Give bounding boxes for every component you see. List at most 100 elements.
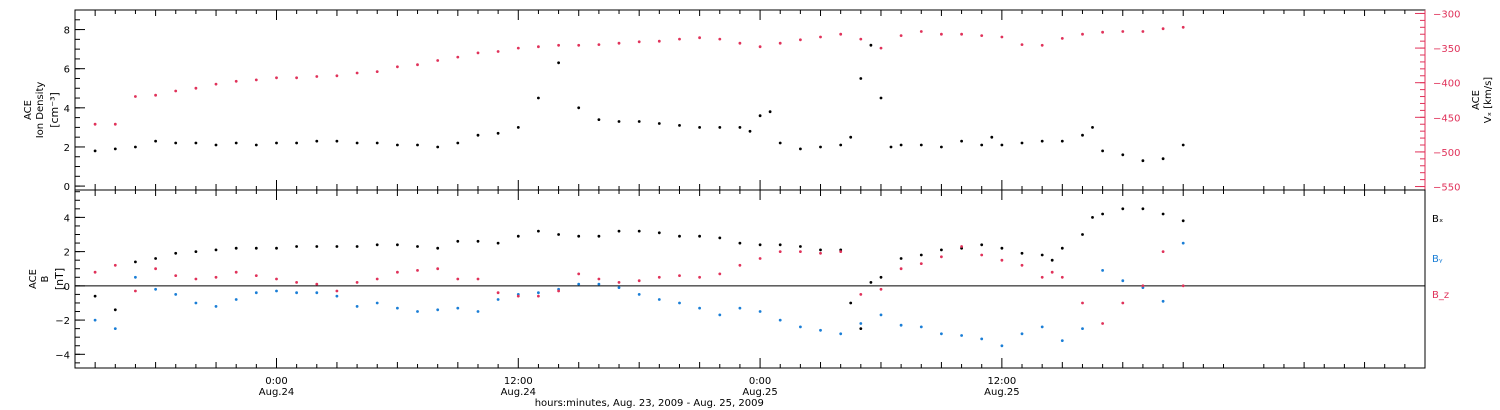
data-point	[496, 131, 500, 135]
data-point	[436, 308, 440, 312]
data-point	[154, 139, 158, 143]
data-point	[1000, 258, 1004, 262]
x-tick-label-time: 12:00	[504, 376, 533, 387]
data-point	[889, 145, 893, 149]
data-point	[295, 76, 298, 80]
y2-tick-label: −350	[1433, 44, 1460, 55]
x-tick-label-time: 0:00	[749, 376, 771, 387]
y2-axis-label-line: ACE	[1471, 90, 1482, 110]
data-point	[1161, 157, 1165, 161]
data-point	[1081, 133, 1084, 137]
data-point	[718, 126, 722, 129]
data-point	[657, 39, 661, 43]
data-point	[254, 291, 258, 295]
x-axis-label: hours:minutes, Aug. 23, 2009 - Aug. 25, …	[535, 398, 764, 409]
data-point	[214, 248, 218, 252]
data-point	[577, 282, 581, 286]
data-point	[335, 245, 339, 248]
data-point	[557, 233, 560, 236]
data-point	[980, 337, 984, 341]
data-point	[537, 294, 540, 298]
data-point	[355, 245, 359, 248]
data-point	[799, 38, 802, 42]
data-point	[637, 293, 641, 296]
data-point	[134, 275, 137, 279]
data-point	[919, 262, 923, 265]
data-point	[275, 246, 278, 250]
data-point	[254, 274, 258, 277]
data-point	[637, 229, 641, 233]
data-point	[839, 250, 843, 254]
data-point	[698, 306, 701, 310]
data-point	[1020, 251, 1024, 255]
data-point	[637, 279, 641, 283]
data-point	[416, 310, 419, 313]
data-point	[375, 277, 379, 281]
data-point	[516, 294, 520, 298]
data-point	[254, 246, 258, 250]
data-point	[698, 234, 701, 238]
data-point	[1000, 344, 1004, 348]
data-point	[375, 141, 379, 145]
data-point	[335, 74, 339, 78]
data-point	[113, 147, 117, 151]
data-point	[678, 234, 681, 238]
data-point	[869, 43, 873, 47]
data-point	[597, 43, 601, 46]
data-point	[234, 79, 238, 83]
data-point	[355, 141, 359, 145]
y-axis-label-line: ACE	[23, 100, 34, 120]
data-point	[1060, 339, 1064, 342]
y-axis-label-line: ACE	[28, 269, 39, 289]
y-tick-label: −2	[55, 316, 70, 327]
data-point	[899, 323, 903, 327]
data-point	[436, 59, 440, 62]
y2-tick-label: −400	[1433, 79, 1460, 90]
data-point	[617, 229, 621, 233]
data-point	[960, 139, 963, 143]
data-point	[819, 248, 822, 252]
data-point	[315, 245, 319, 248]
data-point	[1050, 258, 1054, 262]
data-point	[940, 332, 943, 336]
data-point	[93, 270, 97, 274]
data-point	[980, 243, 984, 247]
y-axis-label: ACE Ion Density [cm⁻³]	[23, 82, 61, 139]
data-point	[1121, 207, 1125, 211]
data-point	[1040, 253, 1044, 257]
legend-entry: Bᵧ	[1432, 254, 1443, 265]
x-tick-label-time: 0:00	[265, 376, 287, 387]
data-point	[1181, 284, 1185, 288]
data-point	[859, 327, 863, 330]
data-point	[960, 334, 963, 337]
data-point	[375, 301, 379, 305]
data-point	[919, 143, 923, 147]
data-point	[1121, 301, 1125, 305]
data-point	[1020, 141, 1024, 145]
data-point	[1121, 30, 1125, 33]
data-point	[476, 239, 480, 243]
data-point	[859, 37, 863, 41]
data-point	[960, 32, 963, 36]
data-point	[698, 126, 701, 129]
y2-axis-label-line: Vₓ [km/s]	[1483, 77, 1494, 123]
data-point	[93, 122, 97, 126]
data-point	[879, 275, 883, 279]
data-point	[1081, 32, 1084, 36]
data-point	[1091, 126, 1094, 129]
data-point	[1121, 153, 1125, 157]
data-point	[678, 124, 681, 127]
y-tick-label: 4	[64, 104, 70, 115]
y2-tick-label: −500	[1433, 148, 1460, 159]
data-point	[1040, 325, 1044, 329]
y-axis-label: ACE B [nT]	[28, 268, 66, 290]
data-point	[799, 250, 802, 254]
data-point	[396, 143, 399, 147]
data-point	[234, 298, 238, 301]
data-point	[879, 313, 883, 317]
data-point	[597, 118, 601, 121]
x-tick-label-time: 12:00	[987, 376, 1016, 387]
data-point	[678, 37, 681, 41]
data-point	[496, 298, 500, 301]
